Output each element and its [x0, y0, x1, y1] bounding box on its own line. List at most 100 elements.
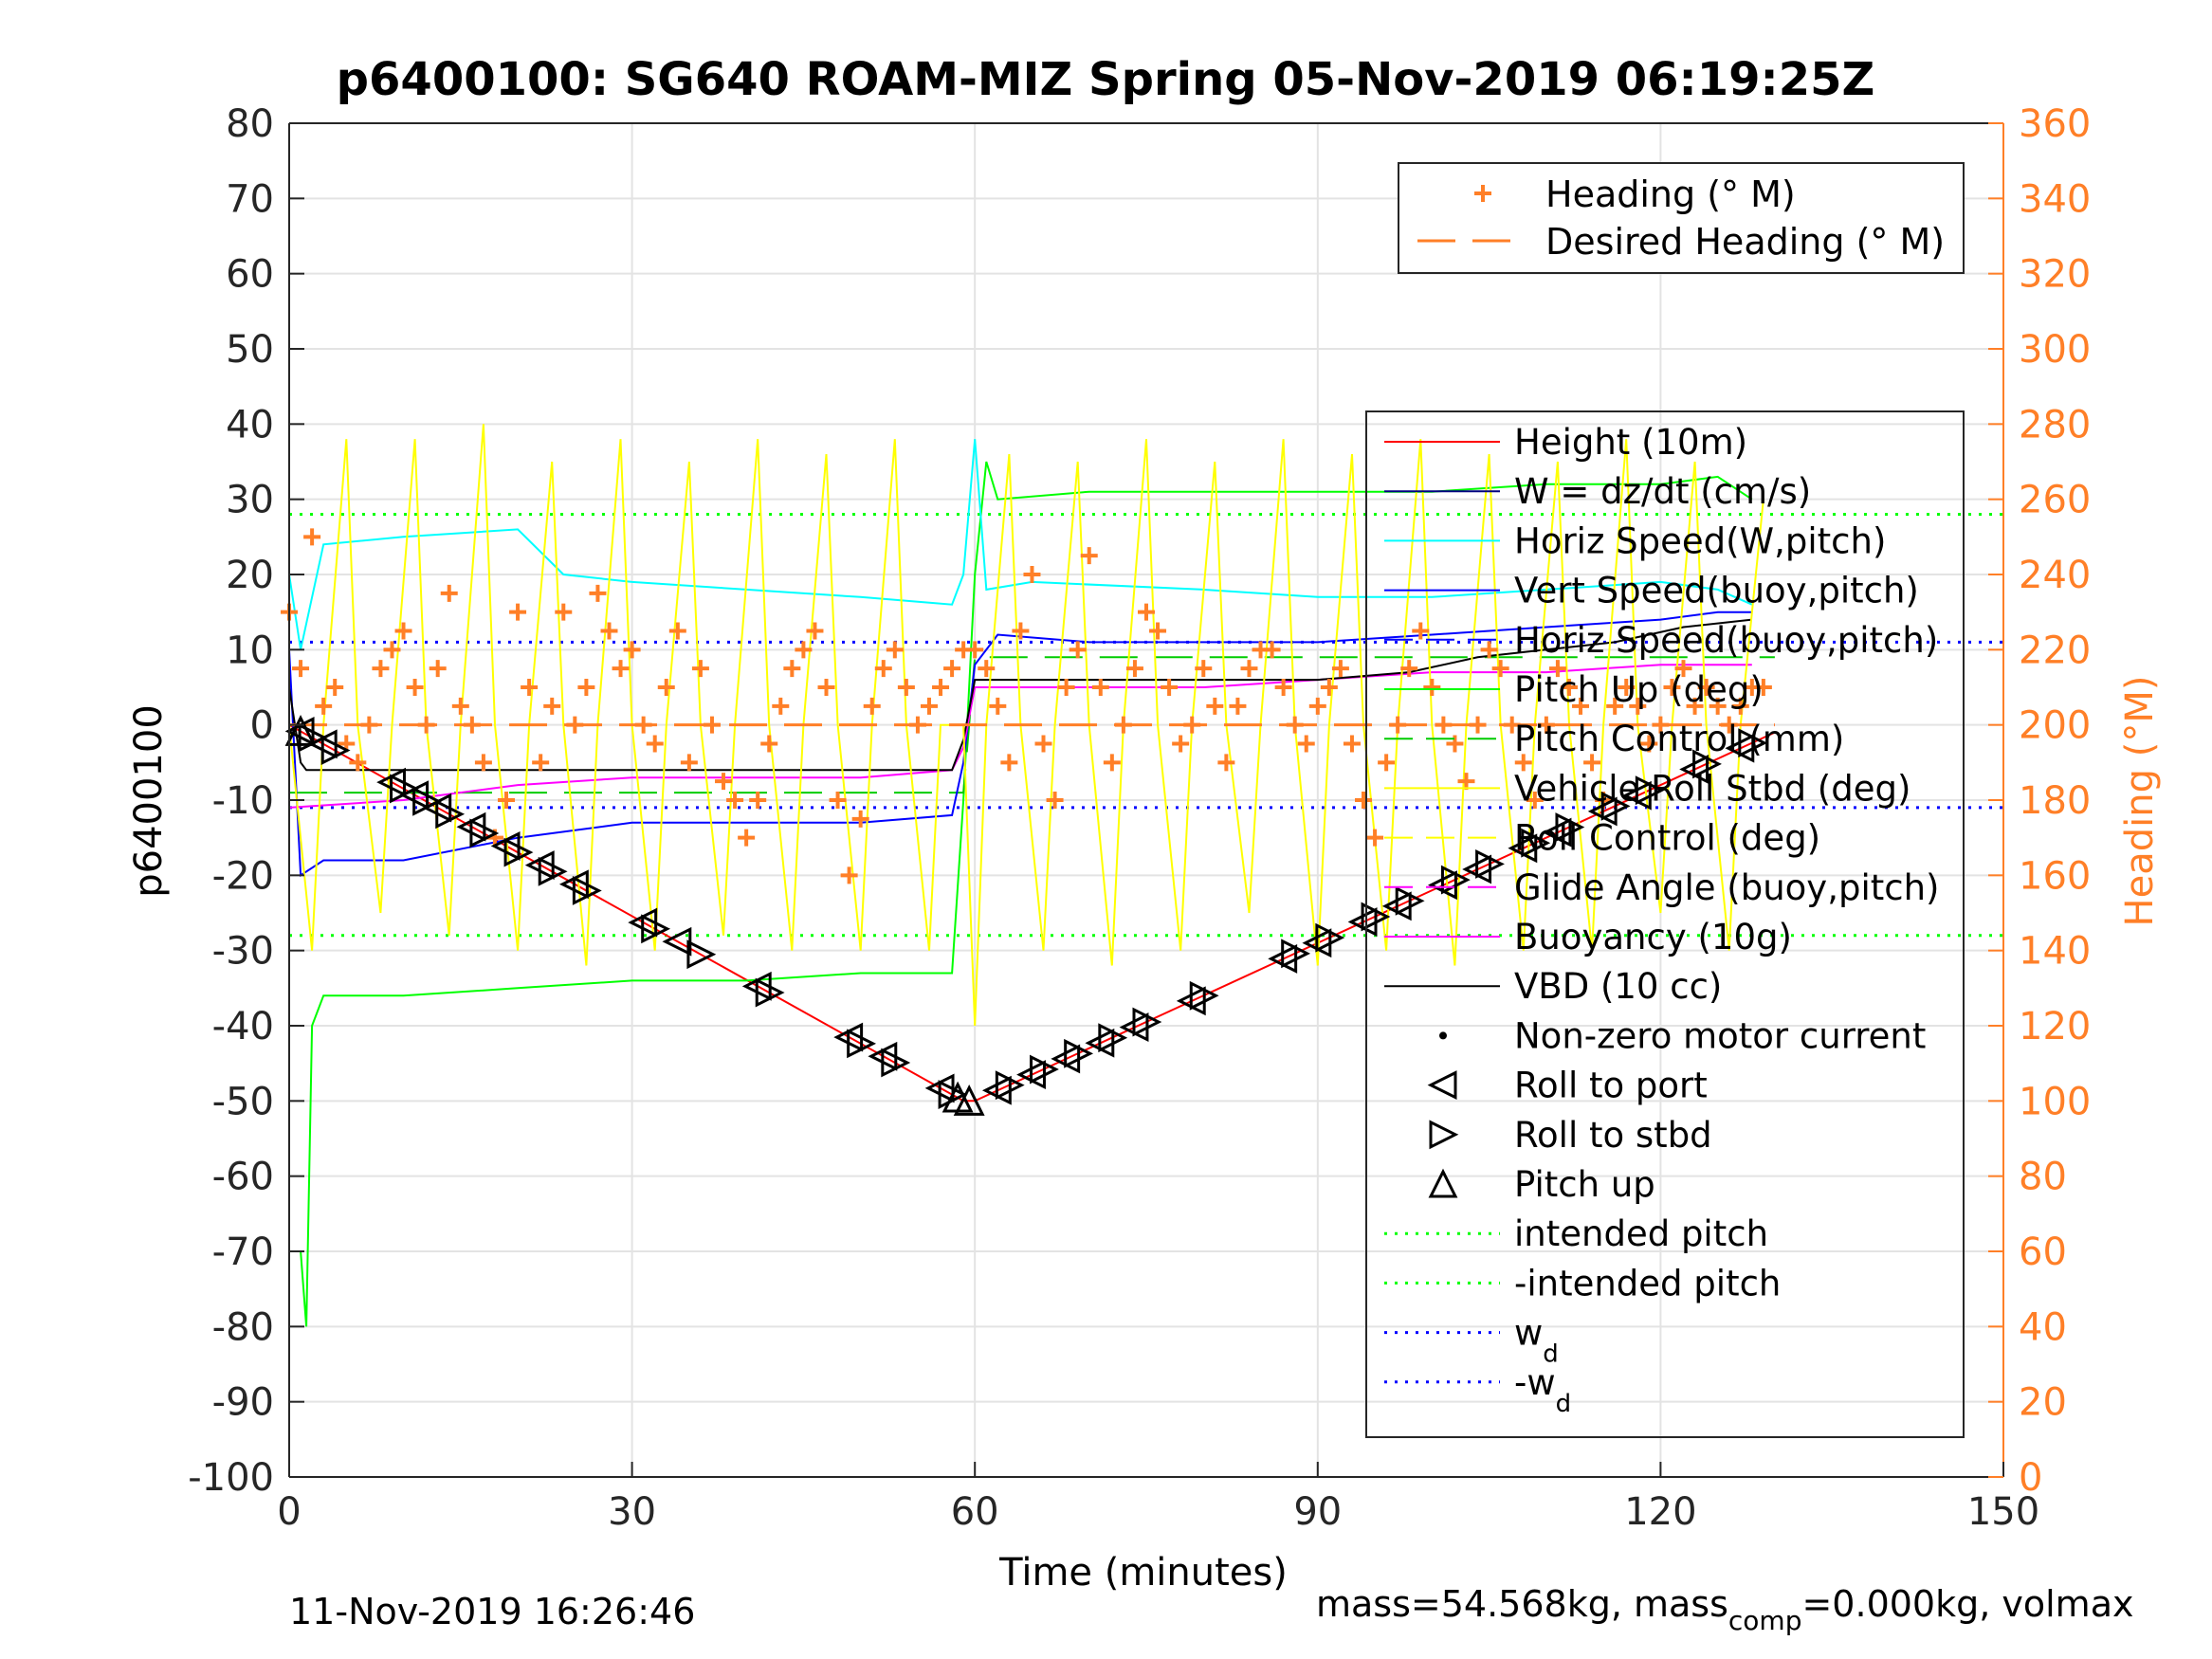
y-tick-label: -60 [212, 1156, 274, 1199]
y2-tick-label: 60 [2019, 1231, 2067, 1274]
heading-point [1686, 697, 1704, 715]
heading-point [657, 679, 675, 696]
heading-point [874, 660, 892, 678]
roll-to-stbd-marker [938, 1080, 968, 1110]
roll-to-stbd-marker [755, 977, 785, 1008]
roll-to-stbd-marker [686, 939, 717, 970]
heading-point [829, 792, 847, 809]
event-markers [284, 715, 1768, 1116]
roll-to-stbd-marker [1132, 1007, 1162, 1037]
series-line-buoyancy [288, 664, 1752, 809]
y-tick-label: -70 [212, 1231, 274, 1274]
heading-point [1161, 679, 1179, 696]
axes: 0 30 60 90 120 15080706050403020100-10-20-30-… [188, 102, 2091, 1534]
legend-main-label: W = dz/dt (cm/s) [1514, 471, 1811, 512]
heading-point [1457, 773, 1475, 791]
heading-point [1057, 679, 1075, 696]
y-tick-label: -10 [212, 779, 274, 823]
y-tick-label: 70 [226, 177, 274, 221]
y2-tick-label: 340 [2019, 177, 2091, 221]
roll-to-stbd-marker [881, 1048, 911, 1078]
legend-main-label: intended pitch [1514, 1213, 1768, 1254]
legend-main-label: Vehicle Roll Stbd (deg) [1514, 768, 1910, 809]
heading-point [349, 754, 367, 772]
heading-point [749, 792, 767, 809]
roll-to-stbd-marker [435, 799, 466, 830]
heading-point [978, 660, 996, 678]
legend-main-box [1365, 410, 1965, 1438]
footer-mass-sub: comp [1728, 1605, 1802, 1636]
heading-point [1046, 792, 1064, 809]
y2-tick-label: 260 [2019, 479, 2091, 522]
heading-point [1720, 716, 1738, 734]
y2-tick-label: 100 [2019, 1080, 2091, 1123]
legend-heading-label: Desired Heading (° M) [1545, 221, 1945, 263]
heading-point [566, 716, 584, 734]
legend-subscript: d [1556, 1390, 1572, 1418]
heading-point [1069, 641, 1087, 659]
y2-tick-label: 220 [2019, 629, 2091, 672]
y2-tick-label: 140 [2019, 930, 2091, 974]
heading-point [1263, 641, 1281, 659]
pitch-up-marker [953, 1084, 985, 1116]
heading-point [1012, 622, 1030, 640]
y-tick-label: 30 [226, 479, 274, 522]
heading-point [1000, 754, 1018, 772]
heading-point [1400, 660, 1418, 678]
roll-to-stbd-marker [1475, 849, 1505, 879]
heading-point [886, 641, 904, 659]
heading-point [292, 660, 310, 678]
y-axis-label: p6400100 [127, 704, 171, 898]
heading-point [543, 697, 561, 715]
y-tick-label: 40 [226, 403, 274, 447]
legend-main: Height (10m) W = dz/dt (cm/s) Horiz Speed(… [1365, 410, 1965, 1438]
heading-point [1606, 697, 1624, 715]
heading-point [521, 679, 539, 696]
heading-point [1274, 679, 1292, 696]
heading-point [406, 679, 424, 696]
legend-main-label: Vert Speed(buoy,pitch) [1514, 571, 1919, 611]
legend-main-label: Horiz Speed(buoy,pitch) [1514, 620, 1938, 661]
legend-heading-box [1398, 162, 1965, 274]
y2-tick-label: 120 [2019, 1005, 2091, 1048]
heading-point [532, 754, 550, 772]
heading-point [795, 641, 813, 659]
heading-point [772, 697, 790, 715]
legend-main-label: Buoyancy (10g) [1514, 917, 1792, 957]
heading-point [1331, 660, 1349, 678]
legend-main-label: -intended pitch [1514, 1263, 1781, 1304]
roll-to-stbd-marker [1030, 1054, 1059, 1085]
heading-point [1355, 792, 1373, 809]
heading-point [1697, 679, 1715, 696]
heading-point [668, 622, 686, 640]
footer-timestamp: 11-Nov-2019 16:26:46 [289, 1591, 696, 1632]
roll-to-stbd-marker [1315, 922, 1345, 953]
heading-point [509, 603, 527, 621]
legend-main-label: Pitch Up (deg) [1514, 669, 1764, 710]
pitch-up-marker [284, 715, 317, 746]
heading-point [372, 660, 390, 678]
heading-point [1343, 735, 1361, 753]
x-tick-label: 150 [1967, 1490, 2039, 1534]
heading-point [1286, 716, 1304, 734]
heading-point [806, 622, 824, 640]
roll-to-stbd-marker [995, 1070, 1025, 1101]
heading-point [1731, 697, 1749, 715]
roll-to-stbd-marker [1064, 1038, 1094, 1068]
heading-point [1663, 679, 1681, 696]
y-tick-label: 20 [226, 554, 274, 597]
heading-point [634, 716, 652, 734]
heading-point [703, 716, 721, 734]
heading-point [1217, 754, 1235, 772]
heading-point [1308, 697, 1326, 715]
heading-point [1469, 716, 1487, 734]
heading-point [1435, 716, 1453, 734]
roll-to-stbd-marker [572, 876, 602, 905]
y2-tick-label: 0 [2019, 1456, 2042, 1500]
heading-point [429, 660, 447, 678]
heading-point [1206, 697, 1224, 715]
legend-swatch-triangle [1427, 1070, 1457, 1101]
heading-point [1034, 735, 1052, 753]
heading-point [1618, 679, 1636, 696]
